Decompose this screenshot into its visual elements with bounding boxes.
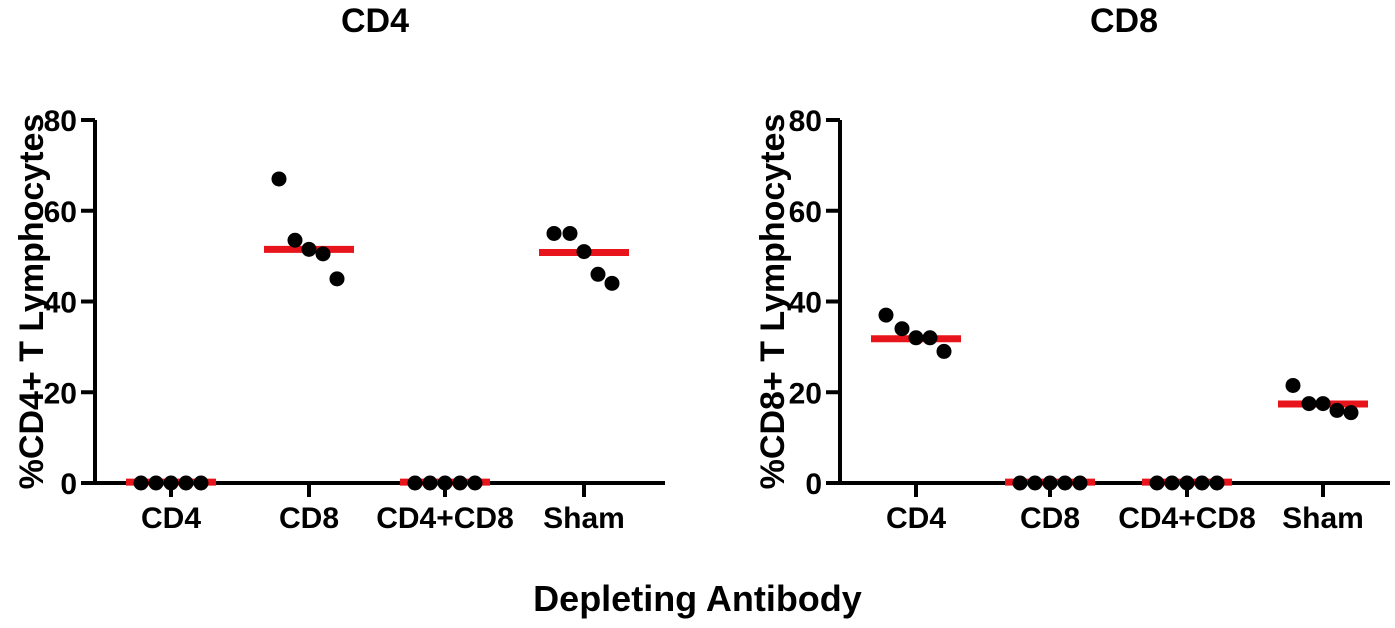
- panel-2-x-tick-label: CD8: [1020, 502, 1080, 535]
- panel-2-data-point: [908, 330, 924, 346]
- panel-1-x-tick-label: CD8: [279, 502, 339, 535]
- panel-1-y-axis-label: %CD4+ T Lymphocytes: [13, 114, 51, 490]
- panel-1-data-point: [301, 241, 317, 257]
- panel-2-data-point: [922, 330, 938, 346]
- panel-2-data-point: [894, 321, 910, 337]
- panel-2-data-point: [878, 307, 894, 323]
- panel-1-data-point: [329, 271, 345, 287]
- panel-1-data-point: [287, 232, 303, 248]
- panel-2-x-tick-label: CD4: [886, 502, 946, 535]
- panel-1-x-tick-label: CD4: [141, 502, 201, 535]
- panel-2-data-point: [1315, 396, 1331, 412]
- panel-1-y-tick-label: 80: [44, 105, 77, 138]
- panel-2-data-point: [1027, 475, 1043, 491]
- panel-2-y-axis-label: %CD8+ T Lymphocytes: [754, 114, 792, 490]
- panel-1-data-point: [193, 475, 209, 491]
- panel-1-data-point: [562, 225, 578, 241]
- panel-1-data-point: [163, 475, 179, 491]
- panel-2-y-tick-label: 60: [789, 196, 822, 229]
- panel-1-y-tick-label: 20: [44, 377, 77, 410]
- panel-1-data-point: [148, 475, 164, 491]
- panel-1-data-point: [546, 225, 562, 241]
- panel-1-title: CD4: [341, 2, 409, 40]
- panel-1-y-tick-label: 40: [44, 287, 77, 320]
- panel-2-data-point: [1012, 475, 1028, 491]
- panel-1-data-point: [576, 244, 592, 260]
- panel-2-x-tick-label: CD4+CD8: [1118, 502, 1256, 535]
- panel-1-data-point: [452, 475, 468, 491]
- panel-1-data-point: [437, 475, 453, 491]
- panel-1-data-point: [604, 275, 620, 291]
- panel-2-y-tick-label: 40: [789, 287, 822, 320]
- panel-2-data-point: [1149, 475, 1165, 491]
- panel-1-x-tick-label: Sham: [543, 502, 625, 535]
- panel-2-data-point: [1329, 402, 1345, 418]
- panel-2-data-point: [1209, 475, 1225, 491]
- panel-1-x-tick-label: CD4+CD8: [376, 502, 514, 535]
- panel-2-data-point: [936, 343, 952, 359]
- panel-2-data-point: [1164, 475, 1180, 491]
- panel-1-y-tick-label: 60: [44, 196, 77, 229]
- panel-2-data-point: [1194, 475, 1210, 491]
- panel-1-data-point: [178, 475, 194, 491]
- panel-1-y-tick-label: 0: [60, 468, 77, 501]
- panel-1-data-point: [590, 266, 606, 282]
- panel-1-data-point: [271, 171, 287, 187]
- panel-2-y-tick-label: 20: [789, 377, 822, 410]
- panel-1-data-point: [467, 475, 483, 491]
- panel-2-data-point: [1042, 475, 1058, 491]
- panel-2-title: CD8: [1090, 2, 1158, 40]
- panel-2-y-tick-label: 80: [789, 105, 822, 138]
- panel-2-data-point: [1285, 377, 1301, 393]
- panel-2-data-point: [1057, 475, 1073, 491]
- panel-1-data-point: [407, 475, 423, 491]
- panel-2-data-point: [1072, 475, 1088, 491]
- shared-x-axis-label: Depleting Antibody: [533, 578, 862, 619]
- panel-1-data-point: [315, 246, 331, 262]
- panel-2-data-point: [1179, 475, 1195, 491]
- panel-1-data-point: [133, 475, 149, 491]
- panel-2-data-point: [1343, 405, 1359, 421]
- panel-2-data-point: [1301, 396, 1317, 412]
- panel-2-y-tick-label: 0: [805, 468, 822, 501]
- panel-2-x-tick-label: Sham: [1282, 502, 1364, 535]
- panel-1-data-point: [422, 475, 438, 491]
